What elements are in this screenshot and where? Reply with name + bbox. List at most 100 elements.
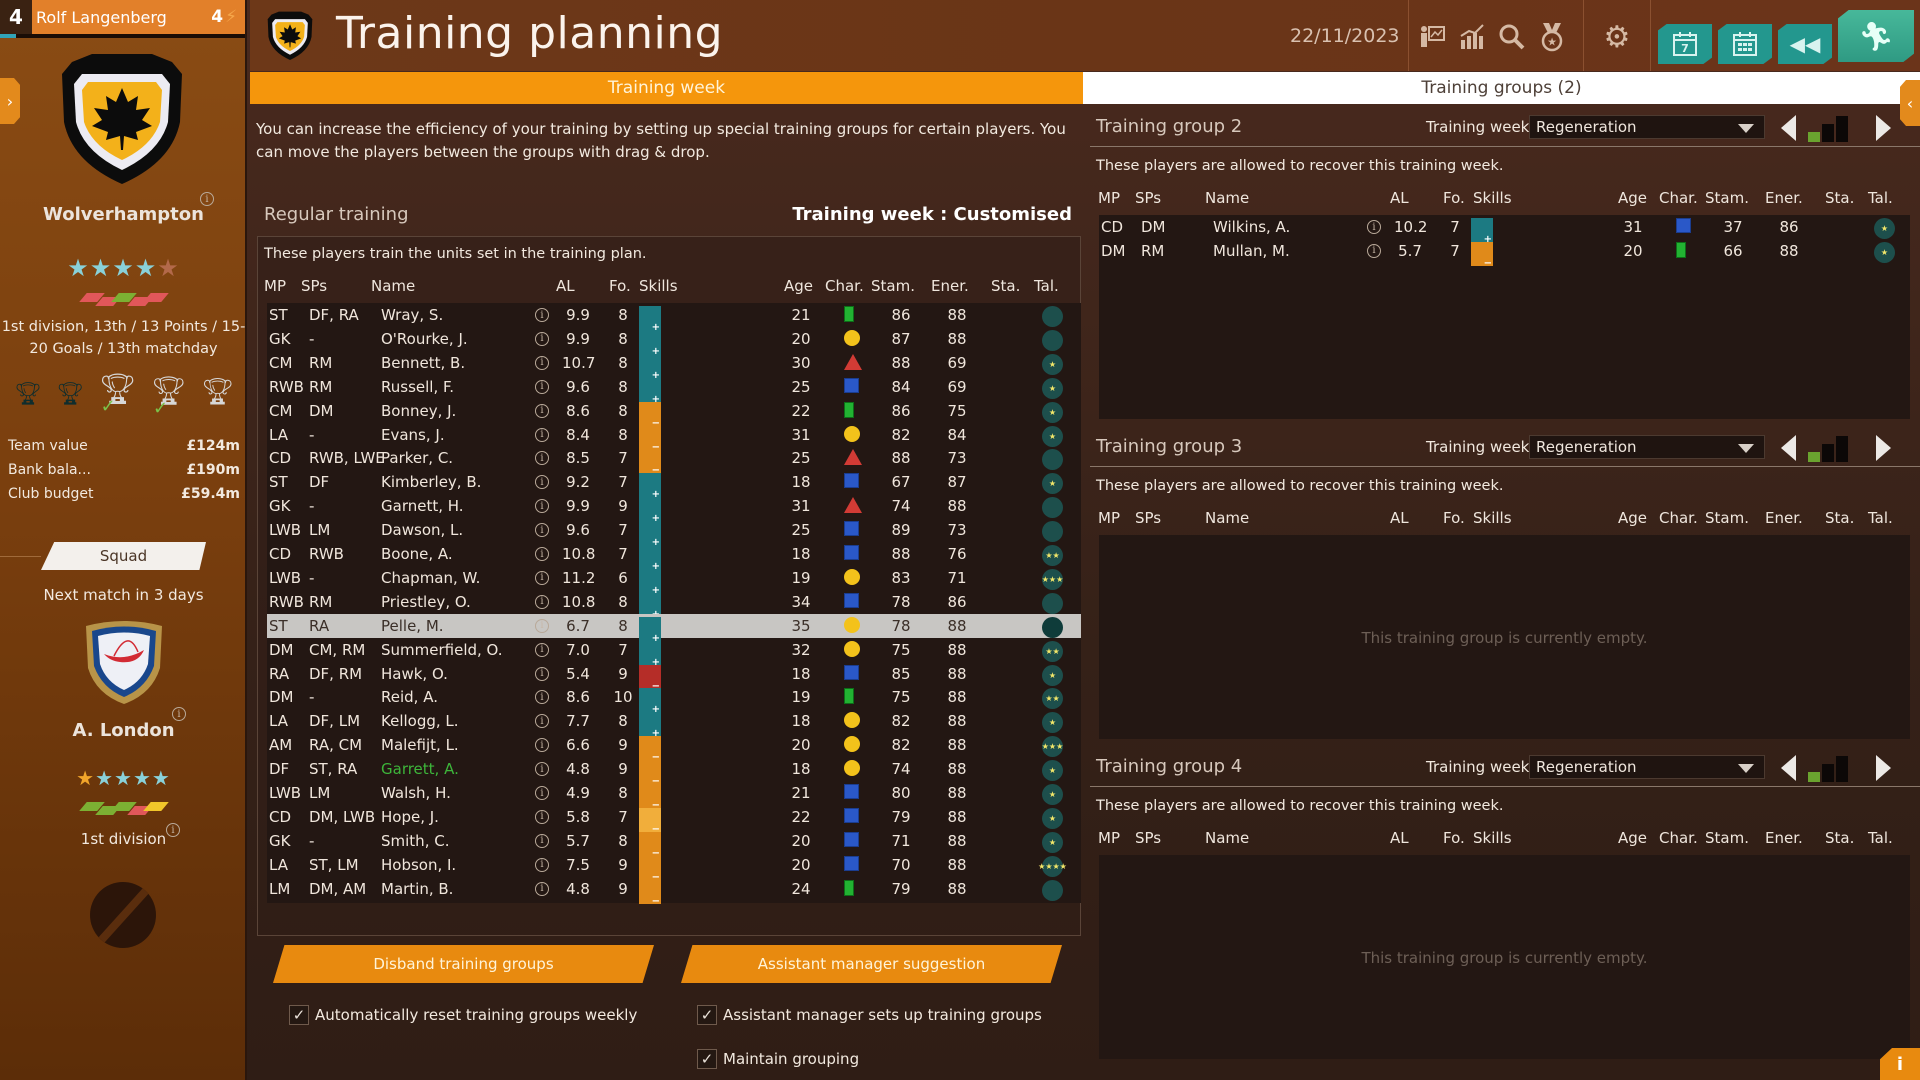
player-info-icon[interactable]: i: [535, 857, 549, 872]
expand-sidebar-button[interactable]: ›: [0, 78, 20, 124]
column-header[interactable]: Stam.: [1705, 189, 1749, 207]
column-header[interactable]: Age: [784, 277, 814, 295]
trainer-board-icon[interactable]: [1415, 20, 1449, 54]
auto-reset-checkbox[interactable]: ✓ Automatically reset training groups we…: [289, 1005, 637, 1025]
table-row[interactable]: LM DM, AM Martin, B. i 4.8 9 24 79 88: [267, 877, 1081, 907]
table-row[interactable]: CM RM Bennett, B. i 10.7 8 30 88 69 ★: [267, 351, 1081, 381]
tab-training-week[interactable]: Training week: [250, 72, 1083, 104]
column-header[interactable]: Skills: [1473, 509, 1512, 527]
column-header[interactable]: MP: [1098, 509, 1120, 527]
column-header[interactable]: SPs: [1135, 189, 1162, 207]
squad-button[interactable]: Squad: [41, 542, 206, 570]
table-row[interactable]: CD DM, LWB Hope, J. i 5.8 7 22 79 88 ★: [267, 805, 1081, 835]
small-cup-icon[interactable]: 🏆︎: [200, 377, 234, 407]
column-header[interactable]: Name: [371, 277, 416, 295]
table-row[interactable]: LWB- Chapman, W. i 11.2 6 19 83 71 ★★★: [267, 566, 1081, 596]
disband-training-groups-button[interactable]: Disband training groups: [273, 945, 654, 983]
skill-icon[interactable]: [639, 401, 661, 429]
info-button[interactable]: i: [1880, 1048, 1920, 1080]
table-row[interactable]: DF ST, RA Garrett, A. i 4.8 9 18 74 88 ★: [267, 757, 1081, 787]
table-row[interactable]: DM RM Mullan, M. i 5.7 7 20 66 88 ★: [1099, 239, 1910, 269]
opponent-league-info-icon[interactable]: i: [166, 823, 180, 837]
table-row[interactable]: AM RA, CM Malefijt, L. i 6.6 9 20 82 88 ★★★: [267, 733, 1081, 763]
column-header[interactable]: MP: [1098, 829, 1120, 847]
skill-icon[interactable]: [639, 807, 661, 835]
column-header[interactable]: AL: [1390, 509, 1409, 527]
expand-right-panel-button[interactable]: ‹: [1900, 80, 1920, 126]
previous-intensity-arrow-icon[interactable]: [1781, 435, 1796, 461]
player-info-icon[interactable]: i: [535, 738, 549, 753]
column-header[interactable]: Skills: [1473, 189, 1512, 207]
column-header[interactable]: Tal.: [1034, 277, 1059, 295]
table-row[interactable]: GK- Smith, C. i 5.7 8 20 71 88 ★: [267, 829, 1081, 859]
skill-icon[interactable]: [639, 353, 661, 381]
table-row[interactable]: LA ST, LM Hobson, I. i 7.5 9 20 70 88 ★★★★: [267, 853, 1081, 883]
silver-cup-icon[interactable]: 🏆︎ ✓: [151, 374, 187, 419]
skill-icon[interactable]: [639, 784, 661, 811]
checkmark-icon[interactable]: ✓: [697, 1005, 717, 1025]
table-row[interactable]: DM CM, RM Summerfield, O. i 7.0 7 32 75 88 ★★: [267, 638, 1081, 668]
column-header[interactable]: Fo.: [609, 277, 631, 295]
column-header[interactable]: Sta.: [1825, 829, 1855, 847]
opponent-name[interactable]: A. London: [72, 720, 175, 741]
maintain-grouping-checkbox[interactable]: ✓ Maintain grouping: [697, 1049, 859, 1069]
column-header[interactable]: Skills: [639, 277, 678, 295]
opponent-info-icon[interactable]: i: [172, 707, 186, 721]
player-info-icon[interactable]: i: [1367, 220, 1381, 234]
skill-icon[interactable]: [639, 688, 661, 715]
column-header[interactable]: Skills: [1473, 829, 1512, 847]
column-header[interactable]: MP: [1098, 189, 1120, 207]
skill-icon[interactable]: [639, 568, 661, 596]
skill-icon[interactable]: [639, 497, 661, 524]
calendar-month-button[interactable]: [1718, 24, 1772, 64]
player-info-icon[interactable]: i: [535, 618, 549, 633]
column-header[interactable]: Ener.: [1765, 509, 1803, 527]
column-header[interactable]: Name: [1205, 189, 1250, 207]
skill-icon[interactable]: [639, 521, 661, 548]
skill-icon[interactable]: [639, 473, 661, 500]
column-header[interactable]: Tal.: [1868, 509, 1893, 527]
table-row[interactable]: ST RA Pelle, M. i 6.7 8 35 78 88: [267, 613, 1081, 644]
previous-intensity-arrow-icon[interactable]: [1781, 115, 1796, 141]
table-row[interactable]: DM- Reid, A. i 8.6 10 19 75 88 ★★: [267, 685, 1081, 715]
player-info-icon[interactable]: i: [535, 451, 549, 466]
column-header[interactable]: Sta.: [991, 277, 1021, 295]
opponent-crest-icon[interactable]: [80, 616, 168, 706]
club-crest-icon[interactable]: [52, 52, 192, 187]
table-row[interactable]: CD RWB Boone, A. i 10.8 7 18 88 76 ★★: [267, 542, 1081, 572]
table-row[interactable]: CD DM Wilkins, A. i 10.2 7 31 37 86 ★: [1099, 215, 1910, 245]
column-header[interactable]: Char.: [1659, 509, 1698, 527]
assistant-manager-suggestion-button[interactable]: Assistant manager suggestion: [681, 945, 1062, 983]
column-header[interactable]: Age: [1618, 509, 1648, 527]
column-header[interactable]: Name: [1205, 829, 1250, 847]
training-week-dropdown[interactable]: Regeneration: [1529, 115, 1765, 139]
skill-icon[interactable]: [639, 831, 661, 859]
table-row[interactable]: LWB LM Walsh, H. i 4.9 8 21 80 88 ★: [267, 781, 1081, 811]
player-info-icon[interactable]: i: [535, 355, 549, 370]
club-name[interactable]: Wolverhampton: [43, 204, 204, 225]
column-header[interactable]: Char.: [1659, 189, 1698, 207]
table-row[interactable]: CM DM Bonney, J. i 8.6 8 22 86 75 ★: [267, 399, 1081, 429]
player-info-icon[interactable]: i: [535, 499, 549, 514]
column-header[interactable]: Stam.: [1705, 509, 1749, 527]
column-header[interactable]: AL: [556, 277, 575, 295]
checkmark-icon[interactable]: ✓: [289, 1005, 309, 1025]
column-header[interactable]: Fo.: [1443, 189, 1465, 207]
player-info-icon[interactable]: i: [535, 331, 549, 346]
column-header[interactable]: Ener.: [1765, 189, 1803, 207]
training-group-table[interactable]: CD DM Wilkins, A. i 10.2 7 31 37 86 ★ DM RM Mullan, …: [1099, 215, 1910, 419]
player-info-icon[interactable]: i: [535, 786, 549, 800]
settings-icon[interactable]: ⚙: [1603, 19, 1631, 55]
player-info-icon[interactable]: i: [535, 833, 549, 848]
skill-icon[interactable]: [639, 425, 661, 453]
training-group-table[interactable]: This training group is currently empty.: [1099, 855, 1910, 1059]
search-icon[interactable]: [1495, 20, 1529, 54]
trophy-cup-icon[interactable]: 🏆︎: [14, 382, 42, 407]
column-header[interactable]: SPs: [301, 277, 328, 295]
table-row[interactable]: ST DF, RA Wray, S. i 9.9 8 21 86 88: [267, 303, 1081, 333]
table-row[interactable]: RWB RM Russell, F. i 9.6 8 25 84 69 ★: [267, 375, 1081, 405]
training-week-dropdown[interactable]: Regeneration: [1529, 755, 1765, 779]
player-info-icon[interactable]: i: [535, 547, 549, 561]
player-info-icon[interactable]: i: [535, 379, 549, 394]
